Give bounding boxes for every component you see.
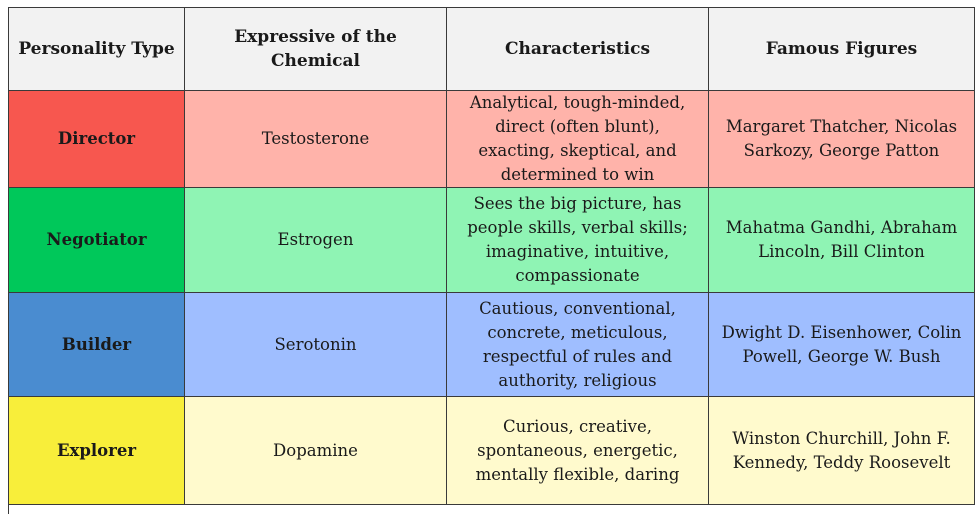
border-fragment	[8, 505, 9, 514]
characteristics-cell: Cautious, conventional, concrete, meticu…	[446, 292, 709, 397]
characteristics-cell: Analytical, tough-minded, direct (often …	[446, 90, 709, 188]
header-chemical: Expressive of the Chemical	[184, 7, 447, 91]
personality-table: Personality Type Expressive of the Chemi…	[8, 7, 975, 505]
personality-type-cell: Builder	[8, 292, 185, 397]
header-row: Personality Type Expressive of the Chemi…	[8, 7, 975, 91]
famous-figures-cell: Winston Churchill, John F. Kennedy, Tedd…	[708, 396, 975, 505]
chemical-cell: Serotonin	[184, 292, 447, 397]
famous-figures-cell: Margaret Thatcher, Nicolas Sarkozy, Geor…	[708, 90, 975, 188]
header-characteristics: Characteristics	[446, 7, 709, 91]
table-row: Builder Serotonin Cautious, conventional…	[8, 292, 975, 397]
table-row: Explorer Dopamine Curious, creative, spo…	[8, 396, 975, 505]
chemical-cell: Testosterone	[184, 90, 447, 188]
famous-figures-cell: Mahatma Gandhi, Abraham Lincoln, Bill Cl…	[708, 187, 975, 293]
characteristics-cell: Curious, creative, spontaneous, energeti…	[446, 396, 709, 505]
personality-type-cell: Negotiator	[8, 187, 185, 293]
famous-figures-cell: Dwight D. Eisenhower, Colin Powell, Geor…	[708, 292, 975, 397]
header-personality-type: Personality Type	[8, 7, 185, 91]
chemical-cell: Dopamine	[184, 396, 447, 505]
personality-type-cell: Explorer	[8, 396, 185, 505]
chemical-cell: Estrogen	[184, 187, 447, 293]
personality-type-cell: Director	[8, 90, 185, 188]
header-famous-figures: Famous Figures	[708, 7, 975, 91]
table-row: Director Testosterone Analytical, tough-…	[8, 90, 975, 188]
characteristics-cell: Sees the big picture, has people skills,…	[446, 187, 709, 293]
table-row: Negotiator Estrogen Sees the big picture…	[8, 187, 975, 293]
table-container: Personality Type Expressive of the Chemi…	[8, 7, 975, 505]
